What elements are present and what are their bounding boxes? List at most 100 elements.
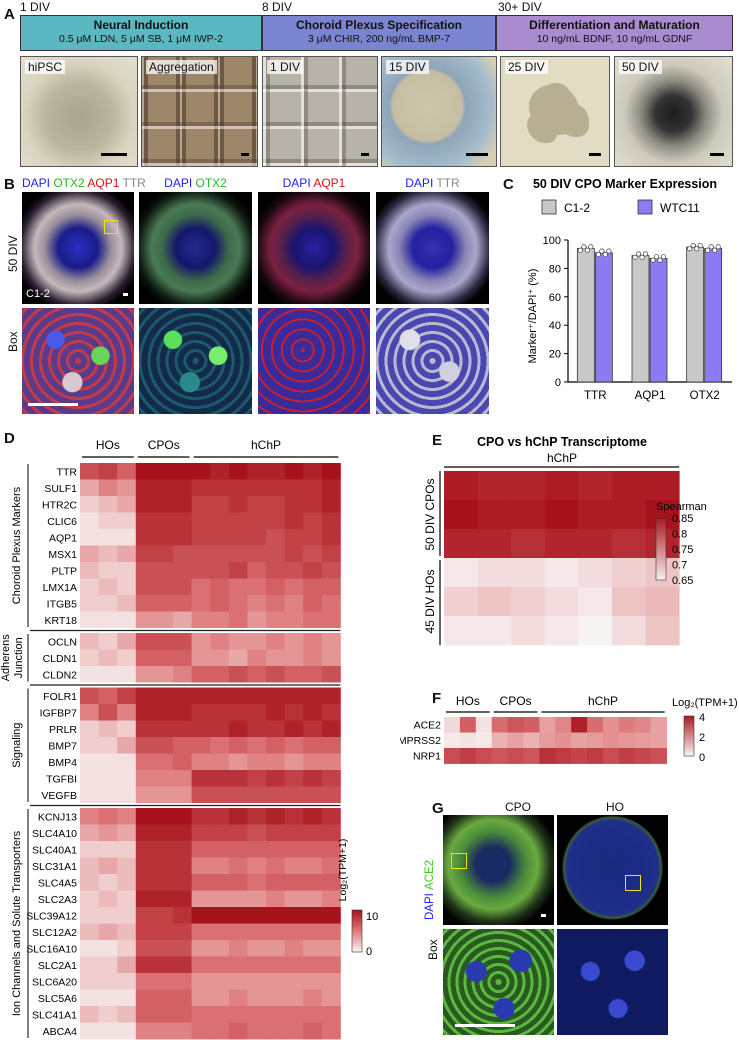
- group-header: HOs: [96, 438, 120, 452]
- heatmap-cell: [135, 1006, 155, 1023]
- data-point: [694, 246, 700, 252]
- heatmap-cell: [477, 529, 512, 559]
- heatmap-cell: [135, 737, 155, 754]
- panel-f-heatmap: HOs CPOs hChP ACE2 TMPRSS2 NRP1 Log₂(TPM+1) 4 2 0: [400, 694, 738, 764]
- heatmap-cell: [303, 512, 323, 530]
- heatmap-cell: [173, 1022, 192, 1040]
- heatmap-cell: [507, 717, 524, 733]
- heatmap-cell: [303, 649, 323, 667]
- heatmap-cell: [80, 545, 99, 563]
- stage-differentiation-maturation: Differentiation and Maturation 10 ng/mL …: [496, 15, 733, 51]
- heatmap-cell: [191, 704, 211, 721]
- channel-header: DAPI OTX2 AQP1 TTR: [22, 176, 146, 190]
- heatmap-cell: [80, 857, 99, 875]
- heatmap-cell: [117, 611, 137, 629]
- heatmap-cell: [191, 956, 211, 974]
- heatmap-cell: [154, 841, 174, 858]
- photo-aggregation: Aggregation: [141, 56, 258, 167]
- heatmap-cell: [98, 824, 118, 842]
- heatmap-cell: [321, 463, 341, 480]
- heatmap-cell: [544, 616, 579, 646]
- heatmap-cell: [173, 841, 192, 858]
- heatmap-cell: [491, 732, 508, 749]
- heatmap-cell: [117, 786, 137, 804]
- heatmap-cell: [247, 989, 267, 1007]
- heatmap-cell: [321, 512, 341, 530]
- heatmap-cell: [444, 587, 478, 617]
- gene-label: AQP1: [49, 533, 77, 545]
- heatmap-cell: [173, 824, 192, 842]
- heatmap-cell: [117, 687, 137, 705]
- row-group-label: 50 DIV CPOs: [423, 478, 437, 550]
- heatmap-cell: [191, 529, 211, 546]
- heatmap-cell: [303, 857, 323, 875]
- heatmap-cell: [80, 611, 99, 629]
- heatmap-cell: [154, 633, 174, 650]
- heatmap-cell: [266, 1022, 285, 1040]
- heatmap-cell: [228, 874, 248, 891]
- heatmap-cell: [477, 616, 512, 646]
- heatmap-cell: [247, 578, 267, 596]
- heatmap-cell: [135, 666, 155, 683]
- y-tick-label: 100: [543, 235, 561, 247]
- micro-g-ho: [557, 815, 668, 925]
- heatmap-cell: [191, 1022, 211, 1040]
- heatmap-cell: [173, 907, 192, 924]
- heatmap-cell: [117, 463, 137, 480]
- heatmap-cell: [135, 1022, 155, 1040]
- heatmap-cell: [303, 874, 323, 891]
- heatmap-cell: [247, 808, 267, 825]
- heatmap-cell: [154, 666, 174, 683]
- heatmap-cell: [544, 587, 579, 617]
- channel-aqp1: AQP1: [313, 176, 346, 190]
- heatmap-cell: [266, 512, 285, 530]
- heatmap-cell: [135, 720, 155, 738]
- heatmap-cell: [135, 770, 155, 787]
- heatmap-cell: [228, 907, 248, 924]
- group-header: CPOs: [148, 438, 180, 452]
- y-tick-label: 20: [549, 349, 561, 361]
- heatmap-cell: [228, 720, 248, 738]
- channel-header: DAPI TTR: [376, 176, 489, 190]
- gene-label: IGFBP7: [40, 708, 78, 720]
- heatmap-cell: [154, 578, 174, 596]
- channel-dapi: DAPI: [164, 176, 196, 190]
- heatmap-cell: [477, 587, 512, 617]
- chart-title: CPO vs hChP Transcriptome: [477, 435, 647, 449]
- heatmap-cell: [303, 562, 323, 579]
- heatmap-cell: [228, 595, 248, 612]
- heatmap-cell: [80, 824, 99, 842]
- channel-ttr: TTR: [122, 176, 146, 190]
- heatmap-cell: [603, 748, 620, 764]
- heatmap-cell: [173, 890, 192, 908]
- heatmap-cell: [173, 496, 192, 513]
- heatmap-cell: [266, 687, 285, 705]
- heatmap-cell: [117, 956, 137, 974]
- data-point: [595, 251, 601, 258]
- heatmap-cell: [173, 687, 192, 705]
- heatmap-cell: [303, 737, 323, 754]
- heatmap-cell: [173, 562, 192, 579]
- heatmap-cell: [191, 687, 211, 705]
- channel-ace2: ACE2: [424, 859, 436, 890]
- gene-label: SLC4A5: [38, 878, 77, 890]
- heatmap-cell: [645, 587, 680, 617]
- heatmap-cell: [247, 720, 267, 738]
- gene-label: SLC2A1: [38, 960, 77, 972]
- heatmap-cell: [80, 923, 99, 941]
- heatmap-cell: [173, 479, 192, 497]
- heatmap-cell: [98, 973, 118, 990]
- heatmap-cell: [210, 496, 230, 513]
- heatmap-cell: [191, 786, 211, 804]
- scale-bar: [241, 153, 249, 156]
- heatmap-cell: [135, 479, 155, 497]
- heatmap-cell: [266, 479, 285, 497]
- heatmap-cell: [321, 890, 341, 908]
- heatmap-cell: [321, 770, 341, 787]
- heatmap-cell: [154, 973, 174, 990]
- heatmap-cell: [603, 732, 620, 749]
- heatmap-cell: [135, 874, 155, 891]
- photo-label: 50 DIV: [619, 60, 662, 74]
- photo-label: 15 DIV: [386, 60, 429, 74]
- heatmap-cell: [266, 841, 285, 858]
